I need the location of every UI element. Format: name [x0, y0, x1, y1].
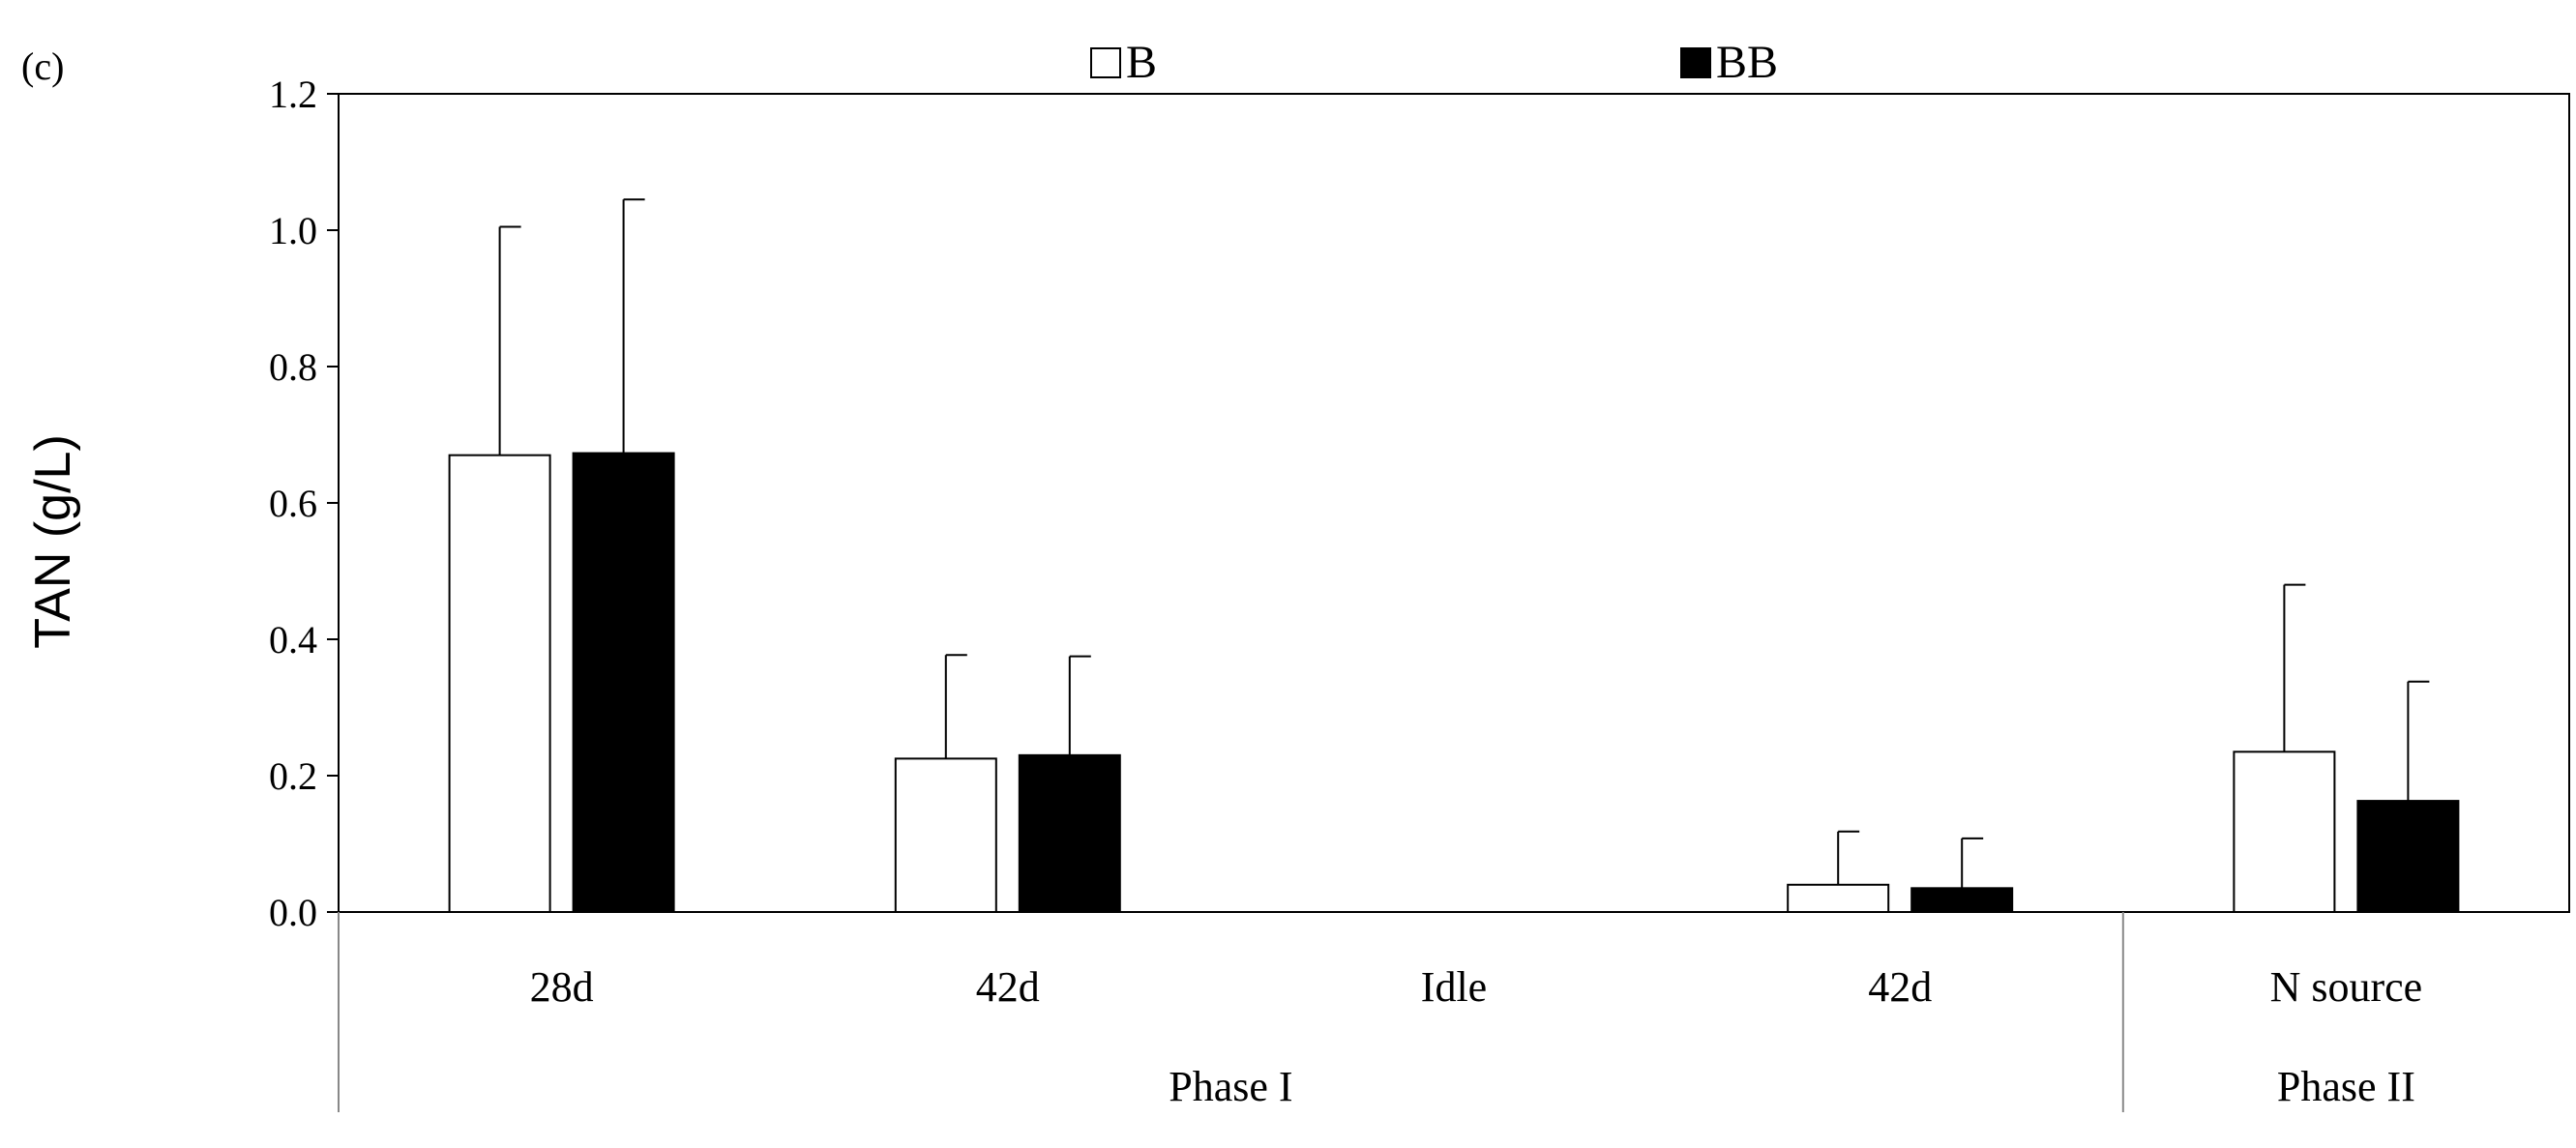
x-axis: 28d 42d Idle 42d N source Phase I Phase II — [338, 912, 2423, 1112]
y-axis-label: TAN (g/L) — [25, 434, 81, 649]
y-tick-label: 1.0 — [269, 209, 317, 252]
plot-frame — [338, 93, 2570, 913]
x-category-label: N source — [2270, 963, 2423, 1011]
y-tick-label: 0.8 — [269, 345, 317, 389]
bar-b-1 — [894, 757, 997, 913]
y-tick-label: 1.2 — [269, 73, 317, 116]
error-bars — [498, 198, 2430, 889]
bar-bb-3 — [1910, 887, 2014, 914]
y-tick-label: 0.2 — [269, 754, 317, 798]
legend-label-b: B — [1126, 37, 1157, 88]
y-axis-ticks: 0.0 0.2 0.4 0.6 0.8 1.0 1.2 — [269, 73, 339, 934]
bar-b-0 — [448, 454, 551, 913]
y-tick-label: 0.6 — [269, 482, 317, 525]
bar-b-4 — [2233, 751, 2336, 914]
bar-bb-0 — [572, 452, 675, 913]
x-category-label: Idle — [1421, 963, 1487, 1011]
x-category-label: 42d — [1868, 963, 1932, 1011]
legend: B BB — [1090, 37, 1778, 88]
bars — [448, 452, 2460, 914]
bar-bb-4 — [2356, 800, 2460, 914]
y-tick-label: 0.0 — [269, 891, 317, 934]
x-group-label: Phase I — [1169, 1063, 1292, 1110]
x-category-label: 42d — [976, 963, 1040, 1011]
bar-b-3 — [1787, 883, 1890, 913]
x-group-label: Phase II — [2277, 1063, 2415, 1110]
legend-swatch-bb — [1680, 47, 1711, 78]
bar-bb-1 — [1018, 753, 1121, 913]
y-tick-label: 0.4 — [269, 618, 317, 662]
x-category-label: 28d — [530, 963, 594, 1011]
legend-swatch-b — [1090, 47, 1121, 78]
panel-label: (c) — [21, 44, 64, 88]
legend-label-bb: BB — [1716, 37, 1778, 88]
